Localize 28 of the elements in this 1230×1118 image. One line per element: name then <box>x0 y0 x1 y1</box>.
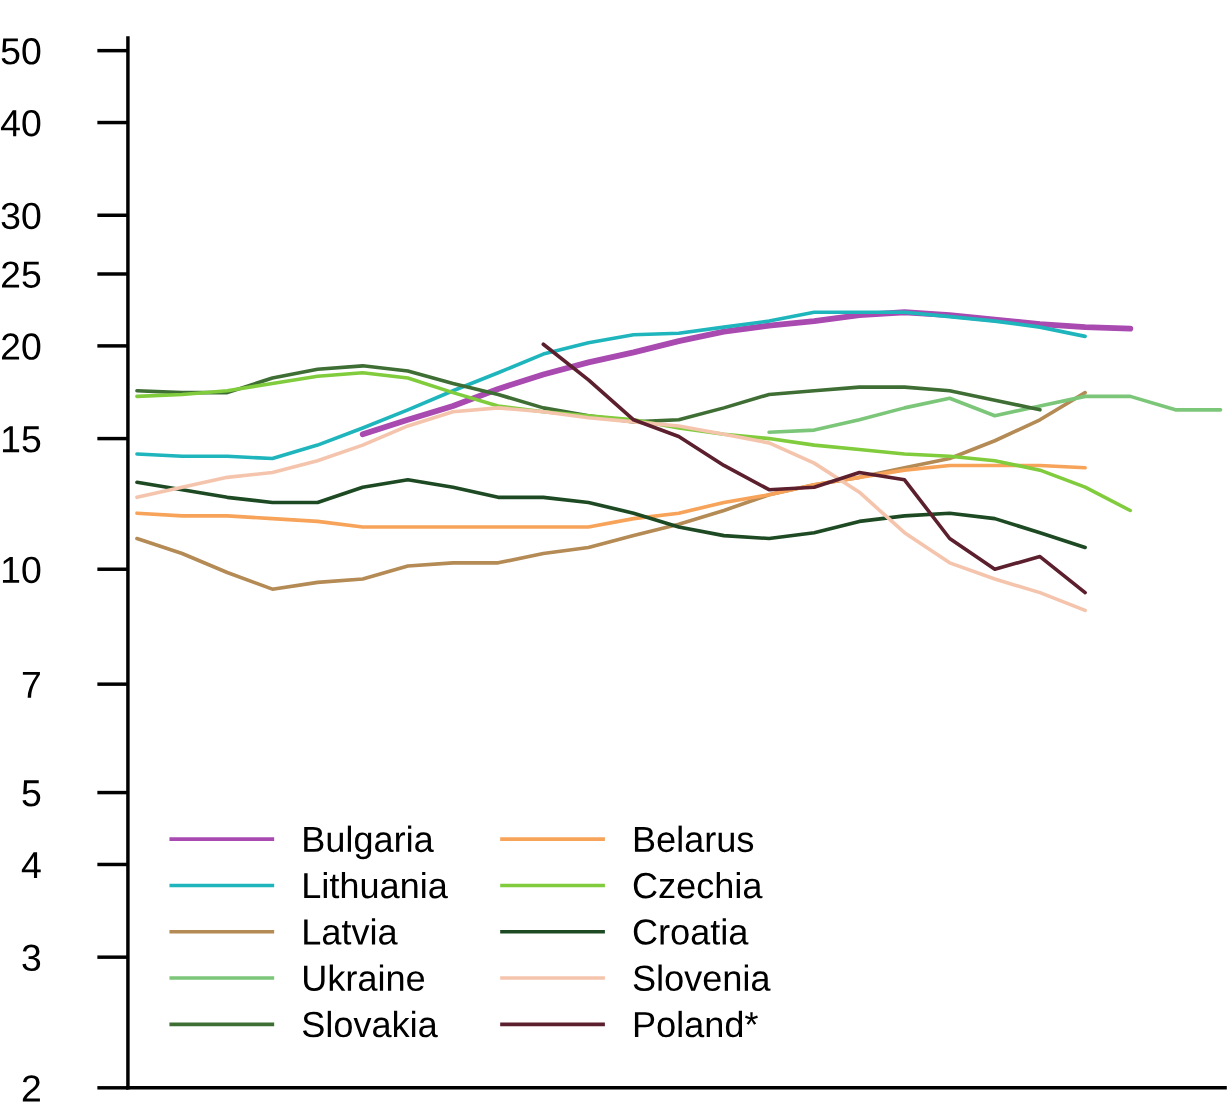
line-series <box>767 394 1223 435</box>
line-series <box>135 406 1087 613</box>
y-tick-label: 4 <box>21 852 41 879</box>
legend-label: Ukraine <box>304 964 425 992</box>
line-series <box>541 342 1087 595</box>
y-tick-label: 20 <box>1 333 41 360</box>
y-tick-label: 15 <box>2 426 41 453</box>
y-tick-label: 3 <box>22 944 41 972</box>
legend-label: Bulgaria <box>304 825 434 860</box>
legend-label: Belarus <box>634 825 754 853</box>
y-tick-label: 30 <box>1 202 41 230</box>
legend-label: Slovenia <box>633 964 771 992</box>
y-tick-label: 40 <box>0 109 41 137</box>
y-tick-label: 10 <box>2 556 41 584</box>
legend-label: Croatia <box>633 918 749 945</box>
y-tick-label: 25 <box>1 261 41 288</box>
line-series <box>135 310 1087 461</box>
legend-label: Latvia <box>304 918 398 945</box>
line-series <box>135 477 1087 550</box>
y-tick-label: 5 <box>22 780 41 807</box>
y-tick-label: 50 <box>1 38 41 65</box>
y-tick-label: 2 <box>22 1075 40 1102</box>
legend-label: Czechia <box>633 871 763 899</box>
legend-label: Poland* <box>634 1010 758 1038</box>
legend-label: Lithuania <box>304 871 448 899</box>
line-series <box>135 463 1087 529</box>
y-tick-label: 7 <box>22 671 40 698</box>
legend-label: Slovakia <box>302 1010 438 1038</box>
